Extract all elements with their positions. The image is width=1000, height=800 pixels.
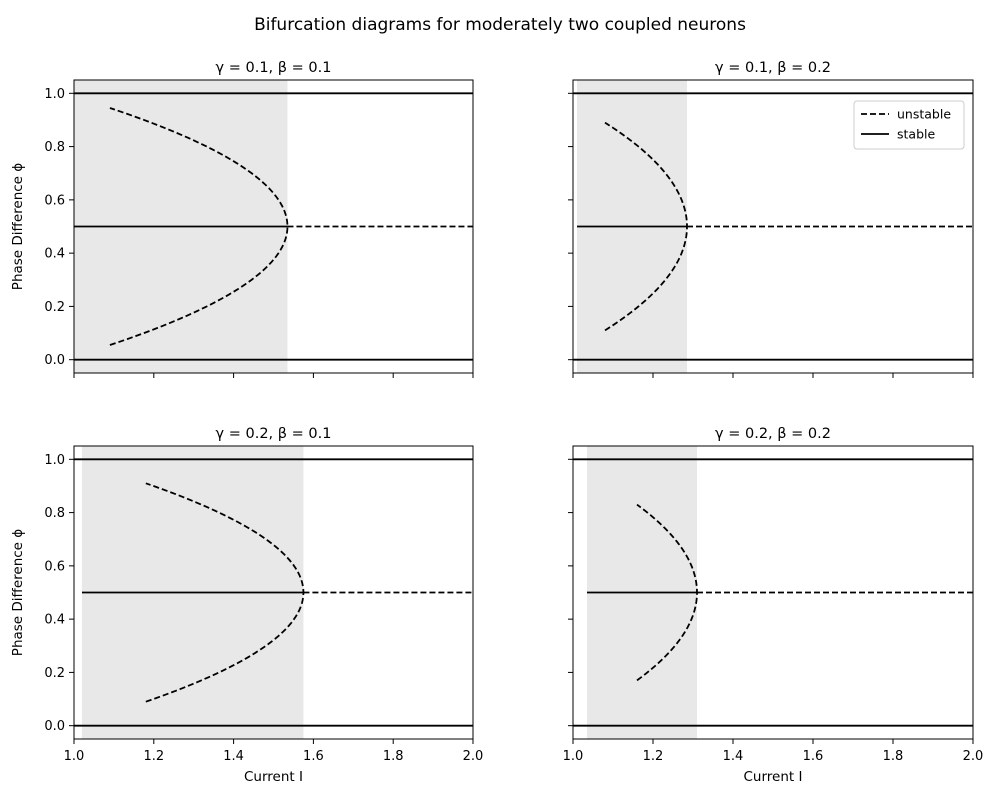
y-tick-label: 1.0 <box>44 453 65 468</box>
y-tick-label: 0.4 <box>44 613 65 628</box>
axes-frame <box>73 445 474 740</box>
plot-area <box>74 80 473 373</box>
axes-frame <box>73 79 474 374</box>
subplot-gamma0.1-beta0.2: γ = 0.1, β = 0.2 unstable stable <box>568 60 974 378</box>
plot-area <box>74 446 473 739</box>
subplot-title: γ = 0.2, β = 0.1 <box>216 426 332 442</box>
x-axis-label: Current I <box>244 769 303 785</box>
y-tick-label: 0.6 <box>44 193 65 208</box>
y-tick-label: 1.0 <box>44 87 65 102</box>
y-tick-label: 0.8 <box>44 140 65 155</box>
legend-label-unstable: unstable <box>897 107 951 122</box>
x-axis-label: Current I <box>744 769 803 785</box>
x-tick-label: 1.0 <box>563 749 584 764</box>
subplot-title: γ = 0.2, β = 0.2 <box>715 426 831 442</box>
unstable-branch-curve <box>636 503 698 682</box>
x-tick-label: 1.6 <box>303 749 324 764</box>
plot-area <box>573 80 973 373</box>
x-tick-label: 1.2 <box>143 749 164 764</box>
x-tick-label: 1.2 <box>643 749 664 764</box>
y-tick-label: 0.8 <box>44 506 65 521</box>
x-tick-label: 1.4 <box>223 749 244 764</box>
plot-area <box>573 446 973 739</box>
x-tick-label: 2.0 <box>963 749 984 764</box>
x-tick-label: 1.8 <box>883 749 904 764</box>
subplot-gamma0.2-beta0.2: 1.0 1.2 1.4 1.6 1.8 2.0 γ = 0.2, β = 0.2 Curren… <box>563 426 984 785</box>
y-tick-label: 0.0 <box>44 719 65 734</box>
x-tick-label: 2.0 <box>463 749 484 764</box>
unstable-branch-curve <box>145 482 305 703</box>
y-tick-label: 0.6 <box>44 559 65 574</box>
x-tick-label: 1.6 <box>803 749 824 764</box>
x-tick-label: 1.0 <box>64 749 85 764</box>
y-axis-label: Phase Difference ϕ <box>10 163 26 290</box>
x-tick-label: 1.8 <box>383 749 404 764</box>
subplot-gamma0.1-beta0.1: 0.0 0.2 0.4 0.6 0.8 1.0 γ = 0.1, β = 0.1 Phase … <box>10 60 474 378</box>
subplot-gamma0.2-beta0.1: 1.0 1.2 1.4 1.6 1.8 2.0 0.0 0.2 0.4 0.6 0.8 1.0 γ = … <box>10 426 483 785</box>
legend: unstable stable <box>853 100 965 150</box>
y-tick-label: 0.2 <box>44 300 65 315</box>
legend-box <box>853 100 965 150</box>
y-tick-label: 0.2 <box>44 666 65 681</box>
subplot-grid: 0.0 0.2 0.4 0.6 0.8 1.0 γ = 0.1, β = 0.1 Phase … <box>10 60 983 785</box>
x-tick-label: 1.4 <box>723 749 744 764</box>
subplot-title: γ = 0.1, β = 0.2 <box>715 60 831 76</box>
unstable-branch-curve <box>604 121 688 332</box>
y-tick-label: 0.4 <box>44 247 65 262</box>
y-tick-label: 0.0 <box>44 353 65 368</box>
axes-frame <box>572 445 974 740</box>
legend-label-stable: stable <box>897 127 935 142</box>
y-axis-label: Phase Difference ϕ <box>10 529 26 656</box>
axes-frame <box>572 79 974 374</box>
figure-title: Bifurcation diagrams for moderately two … <box>254 15 746 35</box>
subplot-title: γ = 0.1, β = 0.1 <box>216 60 332 76</box>
